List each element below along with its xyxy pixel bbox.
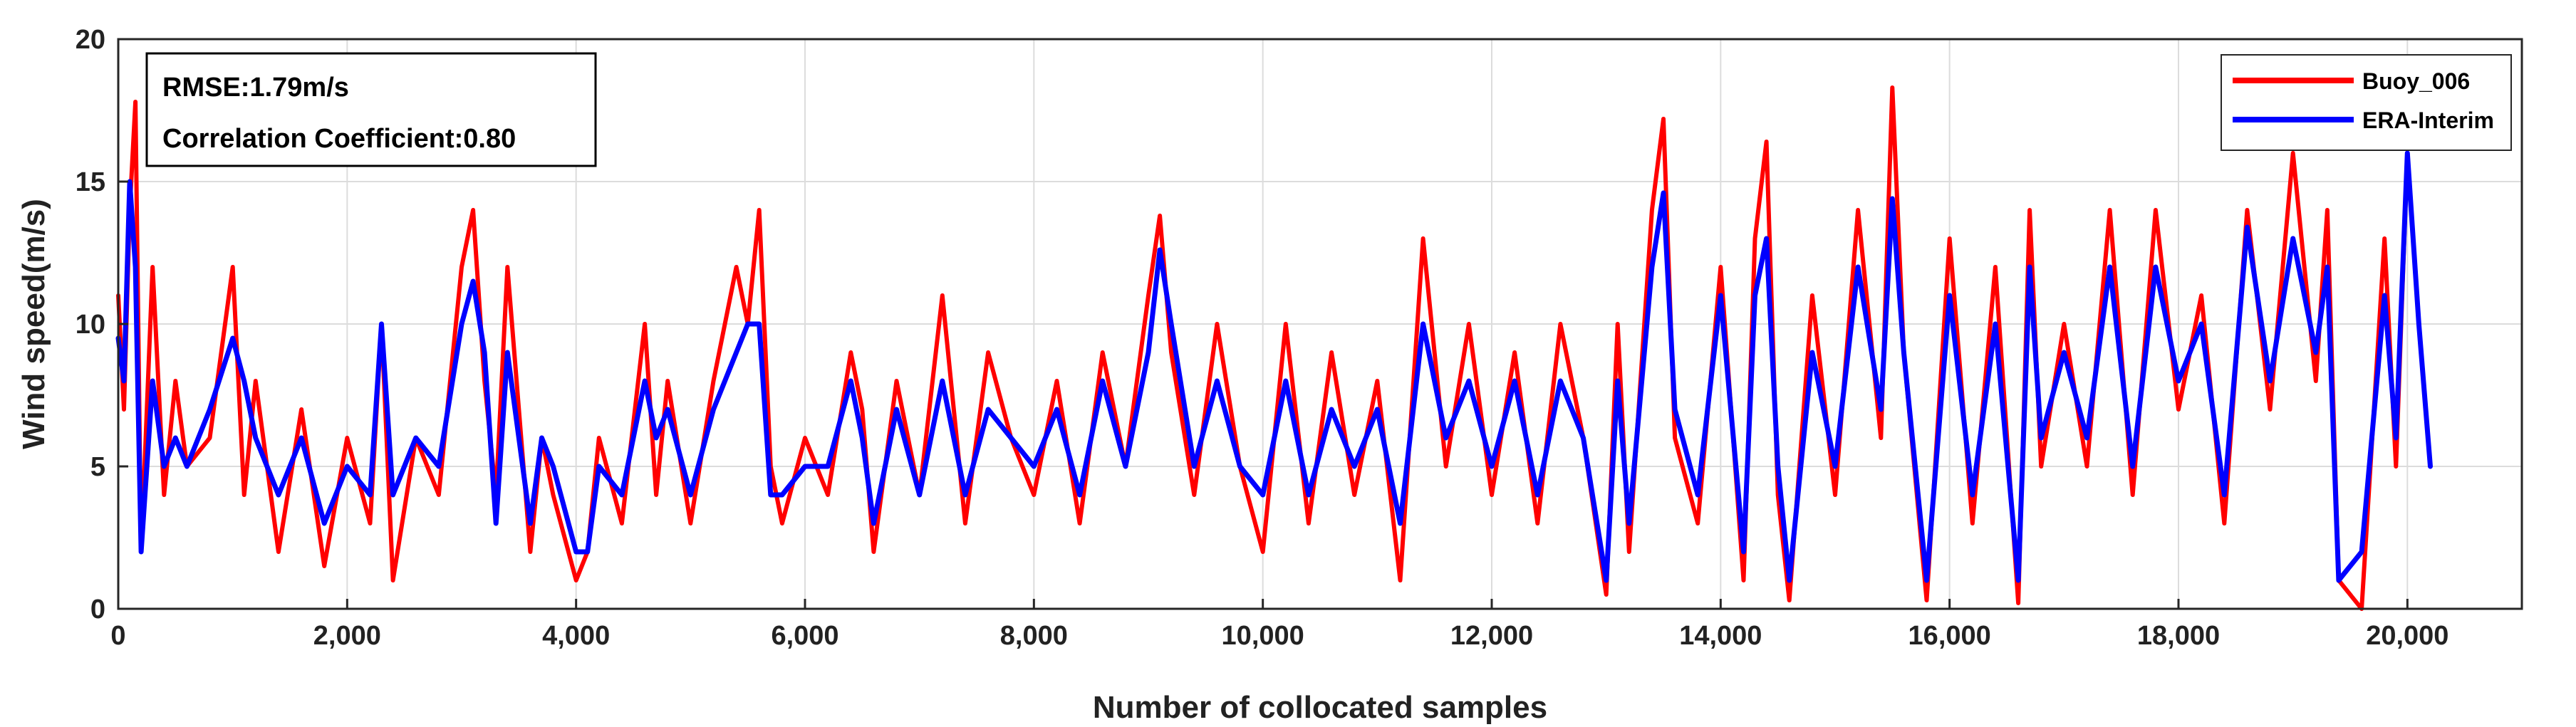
stats-box: RMSE:1.79m/s Correlation Coefficient:0.8… — [145, 52, 597, 167]
y-axis-title: Wind speed(m/s) — [16, 199, 51, 449]
legend-label-era: ERA-Interim — [2362, 108, 2494, 133]
x-tick-label: 14,000 — [1679, 621, 1762, 651]
x-tick-label: 4,000 — [542, 621, 610, 651]
stats-correlation: Correlation Coefficient:0.80 — [162, 124, 516, 154]
x-tick-label: 20,000 — [2366, 621, 2448, 651]
legend-label-buoy: Buoy_006 — [2362, 68, 2470, 94]
y-tick-label: 0 — [90, 595, 105, 624]
legend: Buoy_006 ERA-Interim — [2221, 54, 2512, 151]
x-tick-label: 12,000 — [1450, 621, 1533, 651]
ticks: 0 2,000 4,000 6,000 8,000 10,000 12,000 14,000 1… — [76, 25, 2449, 651]
series-line-era-interim — [115, 150, 2433, 583]
x-tick-label: 18,000 — [2137, 621, 2220, 651]
x-tick-label: 0 — [110, 621, 125, 651]
stats-rmse: RMSE:1.79m/s — [162, 73, 349, 103]
x-tick-label: 2,000 — [313, 621, 381, 651]
x-tick-label: 16,000 — [1908, 621, 1991, 651]
x-tick-label: 6,000 — [771, 621, 838, 651]
stats-box-frame — [145, 52, 597, 167]
legend-frame — [2221, 54, 2512, 151]
y-tick-label: 10 — [76, 310, 105, 340]
x-axis-title: Number of collocated samples — [1093, 690, 1547, 725]
x-tick-label: 8,000 — [1000, 621, 1068, 651]
series-line-buoy-006 — [116, 85, 2433, 611]
y-tick-label: 15 — [76, 167, 105, 197]
x-tick-label: 10,000 — [1222, 621, 1304, 651]
y-tick-label: 5 — [90, 452, 105, 482]
y-tick-label: 20 — [76, 25, 105, 55]
series-layer — [115, 85, 2433, 611]
